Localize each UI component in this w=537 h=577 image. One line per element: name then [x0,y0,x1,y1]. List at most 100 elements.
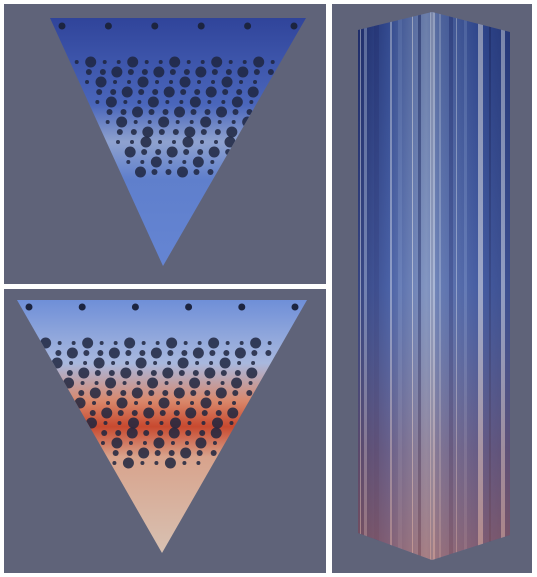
hole [248,381,253,385]
hole [136,381,141,385]
hole [251,350,258,356]
hole [206,381,211,385]
hole [220,381,225,385]
hole [74,60,79,64]
hole [116,116,128,128]
hole [131,303,139,311]
hole [204,390,211,396]
hole [291,303,299,311]
hole [99,341,104,345]
hole [100,441,105,445]
hole [143,407,155,419]
hole [185,430,192,436]
hole [96,89,103,95]
hole [116,60,121,64]
hole [122,457,134,469]
hole [165,169,172,175]
hole [136,370,143,376]
hole [164,457,176,469]
hole [104,22,112,30]
hole [85,56,97,68]
hole [137,100,142,104]
hole [140,160,145,164]
hole [197,149,204,155]
hole [253,80,258,84]
hole [89,387,101,399]
hole [184,126,196,138]
prism-shade [358,12,510,560]
hole [249,100,254,104]
hole [125,361,130,365]
hole [105,96,117,108]
hole [226,126,238,138]
hole [267,69,274,75]
hole [78,390,85,396]
hole [158,397,170,409]
hole [163,86,175,98]
hole [82,337,94,349]
hole [201,410,208,416]
hole [223,350,230,356]
hole [195,437,207,449]
hole [111,361,116,365]
hole [195,66,207,78]
hole [55,350,62,356]
hole [210,427,222,439]
hole [169,69,176,75]
hole [209,361,214,365]
hole [101,430,108,436]
hole [224,136,236,148]
hole [186,60,191,64]
hole [150,347,162,359]
hole [218,401,223,405]
hole [267,341,272,345]
hole [85,69,92,75]
hole [211,80,216,84]
hole [105,120,110,124]
hole [139,350,146,356]
hole [174,106,186,118]
hole [94,370,101,376]
hole [131,410,138,416]
holes [25,303,299,469]
hole [141,341,146,345]
hole [168,450,175,456]
hole [187,421,192,425]
hole [204,109,211,115]
hole [154,461,159,465]
hole [211,69,218,75]
hole [197,341,202,345]
hole [133,120,138,124]
hole [200,140,204,144]
hole [97,350,104,356]
hole [211,56,223,68]
hole [127,69,134,75]
hole [117,410,124,416]
hole [78,303,86,311]
hole [123,100,128,104]
hole [177,357,189,369]
hole [125,350,132,356]
mesh-top [50,18,306,266]
hole [141,149,148,155]
hole [190,401,195,405]
hole [167,361,172,365]
hole [208,337,220,349]
hole [116,140,120,144]
hole [158,116,170,128]
hole [143,430,150,436]
hole [207,169,214,175]
hole [164,381,169,385]
hole [185,407,197,419]
hole [121,86,133,98]
hole [210,450,217,456]
hole [130,140,134,144]
hole [142,126,154,138]
hole [116,129,123,135]
hole [231,96,243,108]
hole [25,303,33,311]
hole [102,60,107,64]
hole [155,80,160,84]
hole [200,129,207,135]
hole [150,156,162,168]
